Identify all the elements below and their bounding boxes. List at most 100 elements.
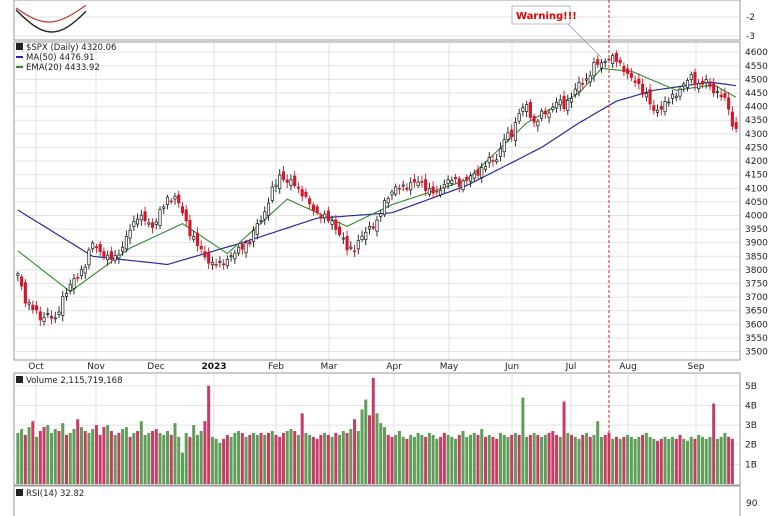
price-tick-label: 4250 <box>745 143 768 153</box>
candle-body <box>300 189 304 197</box>
candle-body <box>454 176 458 179</box>
candle-body <box>472 173 476 179</box>
candle-body <box>240 243 244 250</box>
volume-bar <box>16 432 20 484</box>
candle-body <box>330 220 334 225</box>
volume-bar <box>270 430 274 484</box>
candle-body <box>154 221 158 225</box>
volume-bar <box>513 432 517 484</box>
volume-bar <box>461 430 465 484</box>
candle-body <box>162 206 166 209</box>
candle-body <box>266 202 271 216</box>
price-tick-label: 3500 <box>745 348 768 358</box>
candle-body <box>588 75 592 83</box>
candle-body <box>592 62 596 77</box>
x-tick-label: Apr <box>386 362 402 372</box>
volume-bar <box>252 432 256 484</box>
volume-bar <box>532 432 536 484</box>
candle-body <box>53 317 57 320</box>
candle-body <box>263 211 267 220</box>
volume-bar <box>592 434 596 484</box>
volume-bar <box>712 403 716 484</box>
candle-body <box>375 219 379 232</box>
candle-body <box>412 179 416 183</box>
volume-bar <box>581 434 585 484</box>
candle-body <box>203 251 207 258</box>
candle-body <box>79 268 84 276</box>
volume-bar <box>573 436 577 484</box>
volume-bar <box>20 429 24 484</box>
candle-body <box>218 260 222 263</box>
volume-bar <box>83 430 87 484</box>
candle-body <box>599 62 604 69</box>
candle-body <box>723 93 727 98</box>
volume-bar <box>416 432 420 484</box>
candle-body <box>555 102 559 109</box>
candle-body <box>244 242 248 254</box>
rsi-panel: RSI(14) 32.82 90 <box>13 485 758 516</box>
volume-bar <box>543 434 547 484</box>
candle-body <box>712 83 716 94</box>
candle-body <box>121 246 125 252</box>
candle-body <box>237 246 241 254</box>
candle-body <box>734 122 738 130</box>
candle-body <box>510 129 514 138</box>
volume-bar <box>188 436 192 484</box>
volume-bar <box>50 432 54 484</box>
volume-bar <box>72 429 76 484</box>
candle-body <box>427 188 431 195</box>
volume-bar <box>308 434 312 484</box>
candle-body <box>143 211 147 222</box>
volume-bar <box>442 432 446 484</box>
volume-bar <box>233 432 237 484</box>
volume-bar <box>577 438 581 484</box>
candle-body <box>685 79 690 88</box>
price-tick-label: 3900 <box>745 239 768 249</box>
candle-body <box>521 107 525 112</box>
candle-body <box>543 110 547 115</box>
volume-bar <box>323 432 327 484</box>
volume-bar <box>338 434 342 484</box>
candle-body <box>573 88 577 95</box>
candle-body <box>57 311 61 315</box>
volume-bar <box>42 427 46 484</box>
candle-body <box>323 213 327 219</box>
price-tick-label: 4200 <box>745 157 768 167</box>
volume-bar <box>498 432 502 484</box>
volume-bar <box>682 438 686 484</box>
price-y-axis: 3500 3550 3600 3650 3700 3750 3800 3850 3900 3950… <box>745 48 768 357</box>
volume-bar <box>607 432 611 484</box>
volume-bar <box>128 436 132 484</box>
candle-body <box>468 175 473 182</box>
candle-body <box>259 220 263 223</box>
volume-bar <box>379 423 383 484</box>
candle-body <box>188 220 192 237</box>
candle-body <box>315 206 319 213</box>
volume-bar <box>667 438 671 484</box>
volume-bar <box>87 432 91 484</box>
volume-bar <box>195 434 199 484</box>
candle-body <box>491 160 495 162</box>
volume-bar <box>117 432 121 484</box>
legend-rsi: RSI(14) 32.82 <box>26 489 84 499</box>
volume-bar <box>659 438 663 484</box>
candle-body <box>577 82 581 93</box>
volume-bar <box>540 436 544 484</box>
volume-bar <box>281 432 285 484</box>
candle-body <box>390 191 394 196</box>
volume-bar <box>225 434 229 484</box>
volume-bar <box>730 438 734 484</box>
volume-bar <box>566 432 570 484</box>
candle-body <box>450 180 454 184</box>
candle-body <box>506 132 510 140</box>
volume-bar <box>457 434 461 484</box>
volume-bar <box>719 436 723 484</box>
candle-body <box>109 251 113 260</box>
candle-body <box>76 276 80 279</box>
candle-body <box>420 181 424 183</box>
volume-bar <box>147 432 151 484</box>
candle-body <box>102 251 106 257</box>
volume-bar <box>65 434 69 484</box>
ma50-line <box>17 81 737 266</box>
